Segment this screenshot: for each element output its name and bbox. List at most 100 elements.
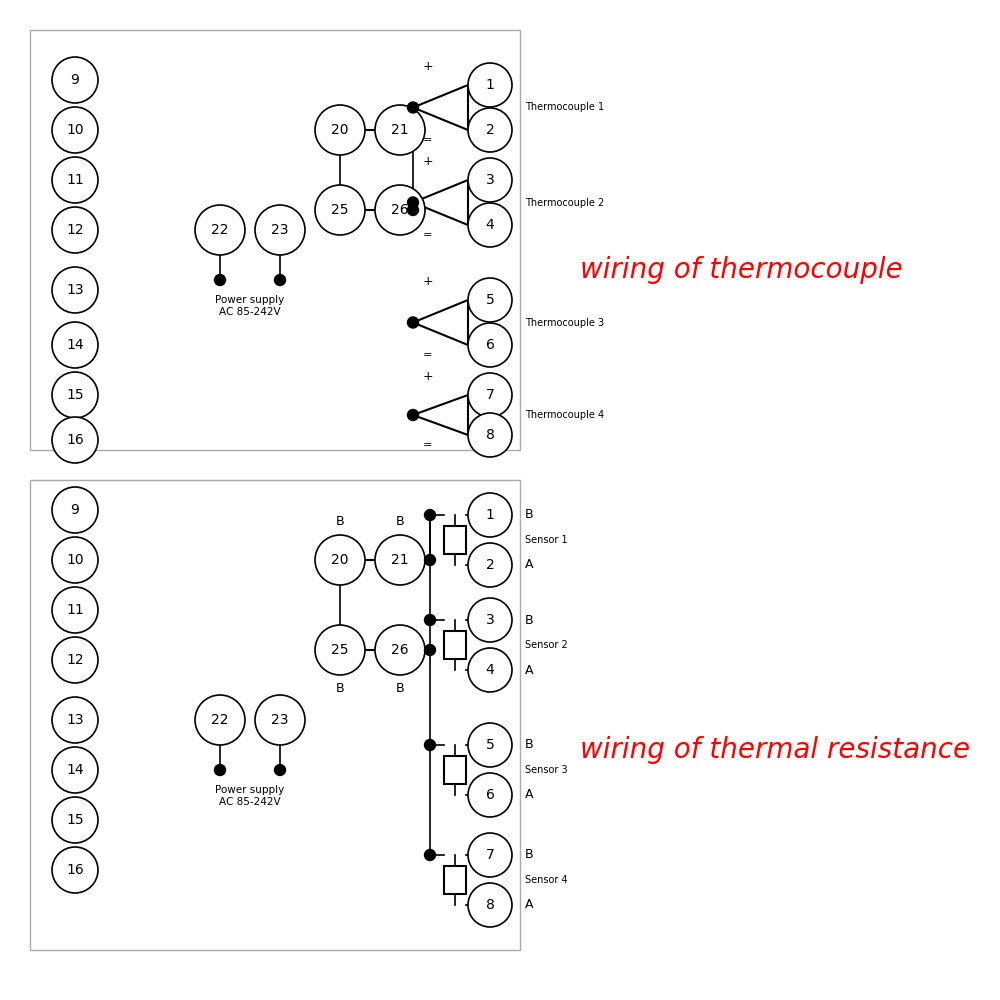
Text: wiring of thermal resistance: wiring of thermal resistance <box>580 736 970 764</box>
Text: 3: 3 <box>486 613 494 627</box>
Circle shape <box>255 205 305 255</box>
Text: 25: 25 <box>331 643 349 657</box>
Circle shape <box>315 535 365 585</box>
Text: 3: 3 <box>486 173 494 187</box>
Circle shape <box>424 645 436 656</box>
Text: 16: 16 <box>66 433 84 447</box>
Circle shape <box>408 197 418 208</box>
Circle shape <box>468 598 512 642</box>
Circle shape <box>424 740 436 750</box>
Text: 10: 10 <box>66 123 84 137</box>
Circle shape <box>468 203 512 247</box>
Text: 12: 12 <box>66 223 84 237</box>
Text: 15: 15 <box>66 388 84 402</box>
Text: 6: 6 <box>486 788 494 802</box>
Text: 2: 2 <box>486 558 494 572</box>
Text: A: A <box>525 788 534 802</box>
Text: =: = <box>423 440 433 450</box>
Circle shape <box>375 185 425 235</box>
Text: Sensor 4: Sensor 4 <box>525 875 568 885</box>
Circle shape <box>315 185 365 235</box>
Circle shape <box>468 108 512 152</box>
Text: Sensor 3: Sensor 3 <box>525 765 568 775</box>
Text: 13: 13 <box>66 713 84 727</box>
Circle shape <box>315 625 365 675</box>
Text: 9: 9 <box>71 503 79 517</box>
Text: 16: 16 <box>66 863 84 877</box>
Circle shape <box>408 317 418 328</box>
Circle shape <box>52 587 98 633</box>
Bar <box>444 756 466 784</box>
Text: Sensor 2: Sensor 2 <box>525 640 568 650</box>
Text: 14: 14 <box>66 338 84 352</box>
Text: Sensor 1: Sensor 1 <box>525 535 568 545</box>
Circle shape <box>424 614 436 626</box>
Text: 15: 15 <box>66 813 84 827</box>
Bar <box>444 526 466 554</box>
Circle shape <box>52 637 98 683</box>
Circle shape <box>468 723 512 767</box>
Text: Thermocouple 3: Thermocouple 3 <box>525 318 604 328</box>
Circle shape <box>52 797 98 843</box>
Circle shape <box>468 323 512 367</box>
Circle shape <box>375 625 425 675</box>
Text: B: B <box>396 682 404 695</box>
Text: 13: 13 <box>66 283 84 297</box>
Text: B: B <box>396 515 404 528</box>
Bar <box>30 30 520 450</box>
Text: 21: 21 <box>391 123 409 137</box>
Text: 11: 11 <box>66 173 84 187</box>
Text: 7: 7 <box>486 848 494 862</box>
Text: 4: 4 <box>486 663 494 677</box>
Text: 10: 10 <box>66 553 84 567</box>
Circle shape <box>468 373 512 417</box>
Circle shape <box>408 102 418 113</box>
Circle shape <box>52 107 98 153</box>
Circle shape <box>52 267 98 313</box>
Circle shape <box>408 205 418 216</box>
Circle shape <box>52 417 98 463</box>
Text: A: A <box>525 558 534 572</box>
Circle shape <box>195 205 245 255</box>
Text: Thermocouple 2: Thermocouple 2 <box>525 198 604 208</box>
Text: wiring of thermocouple: wiring of thermocouple <box>580 256 903 284</box>
Circle shape <box>52 207 98 253</box>
Text: A: A <box>525 898 534 912</box>
Text: 5: 5 <box>486 738 494 752</box>
Text: 1: 1 <box>486 508 494 522</box>
Circle shape <box>468 493 512 537</box>
Bar <box>30 480 520 950</box>
Circle shape <box>52 372 98 418</box>
Circle shape <box>255 695 305 745</box>
Text: 7: 7 <box>486 388 494 402</box>
Circle shape <box>214 274 226 286</box>
Text: Thermocouple 4: Thermocouple 4 <box>525 410 604 420</box>
Text: +: + <box>423 60 433 73</box>
Circle shape <box>375 535 425 585</box>
Text: B: B <box>525 613 534 626</box>
Circle shape <box>315 105 365 155</box>
Circle shape <box>52 157 98 203</box>
Text: 23: 23 <box>271 223 289 237</box>
Text: =: = <box>423 135 433 145</box>
Text: 5: 5 <box>486 293 494 307</box>
Circle shape <box>274 764 286 776</box>
Circle shape <box>375 105 425 155</box>
Text: A: A <box>525 664 534 676</box>
Text: 22: 22 <box>211 713 229 727</box>
Circle shape <box>408 410 418 420</box>
Circle shape <box>468 883 512 927</box>
Circle shape <box>52 747 98 793</box>
Text: 1: 1 <box>486 78 494 92</box>
Text: Power supply
AC 85-242V: Power supply AC 85-242V <box>215 785 285 807</box>
Circle shape <box>424 554 436 566</box>
Circle shape <box>468 833 512 877</box>
Text: 12: 12 <box>66 653 84 667</box>
Circle shape <box>468 773 512 817</box>
Bar <box>444 866 466 894</box>
Text: 9: 9 <box>71 73 79 87</box>
Bar <box>444 631 466 659</box>
Text: 8: 8 <box>486 428 494 442</box>
Circle shape <box>195 695 245 745</box>
Text: 21: 21 <box>391 553 409 567</box>
